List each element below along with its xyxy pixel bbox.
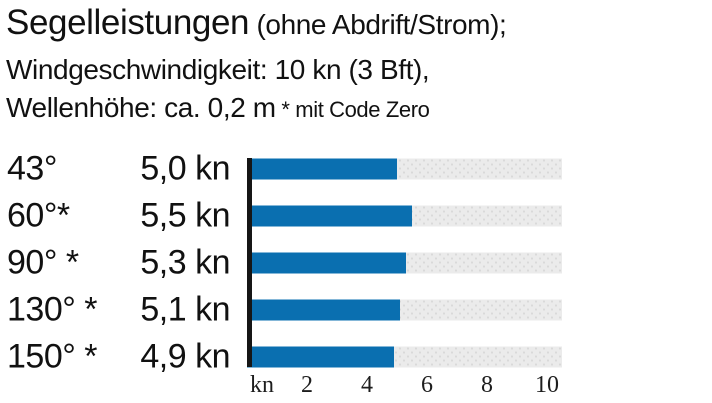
x-axis-tick-label: 4: [361, 372, 373, 398]
x-axis-tick-label: 10: [535, 372, 559, 398]
speed-bar: [247, 346, 394, 368]
speed-value-label: 4,9 kn: [140, 337, 230, 376]
speed-bar: [247, 252, 406, 274]
wind-speed-line: Windgeschwindigkeit: 10 kn (3 Bft),: [6, 54, 430, 85]
chart-row: 90° * 5,3 kn: [0, 240, 712, 287]
chart-row: 60°* 5,5 kn: [0, 193, 712, 240]
speed-value-label: 5,5 kn: [140, 196, 230, 235]
y-axis-line: [247, 158, 252, 367]
speed-value-label: 5,1 kn: [140, 290, 230, 329]
angle-label: 90° *: [7, 243, 79, 282]
speed-bar: [247, 158, 397, 180]
chart-title-line: Segelleistungen (ohne Abdrift/Strom);: [6, 1, 507, 51]
bar-track: [247, 252, 562, 274]
chart-row: 150° * 4,9 kn: [0, 333, 712, 380]
wave-height-text: Wellenhöhe: ca. 0,2 m: [6, 92, 276, 123]
bar-track: [247, 346, 562, 368]
chart-title-suffix: (ohne Abdrift/Strom);: [249, 9, 507, 40]
speed-value-label: 5,3 kn: [140, 243, 230, 282]
bar-track: [247, 205, 562, 227]
bar-track: [247, 158, 562, 180]
chart-header: Segelleistungen (ohne Abdrift/Strom); Wi…: [6, 1, 507, 128]
chart-title: Segelleistungen: [6, 3, 250, 42]
bar-rows: 43° 5,0 kn 60°* 5,5 kn 90° * 5,3 kn 130° * 5,1 …: [0, 146, 712, 380]
angle-label: 43°: [7, 149, 57, 188]
x-axis-tick-label: 6: [421, 372, 433, 398]
chart-row: 130° * 5,1 kn: [0, 286, 712, 333]
x-axis-tick-label: 8: [481, 372, 493, 398]
wave-height-line: Wellenhöhe: ca. 0,2 m * mit Code Zero: [6, 89, 506, 128]
code-zero-note: * mit Code Zero: [275, 97, 430, 122]
speed-value-label: 5,0 kn: [140, 149, 230, 188]
angle-label: 60°*: [7, 196, 70, 235]
angle-label: 150° *: [7, 337, 98, 376]
speed-bar: [247, 205, 412, 227]
bar-track: [247, 299, 562, 321]
x-axis: kn 2 4 6 8 10: [0, 372, 712, 400]
x-axis-tick-label: 2: [301, 372, 313, 398]
angle-label: 130° *: [7, 290, 98, 329]
x-axis-unit-label: kn: [250, 372, 274, 398]
speed-bar: [247, 299, 400, 321]
chart-row: 43° 5,0 kn: [0, 146, 712, 193]
